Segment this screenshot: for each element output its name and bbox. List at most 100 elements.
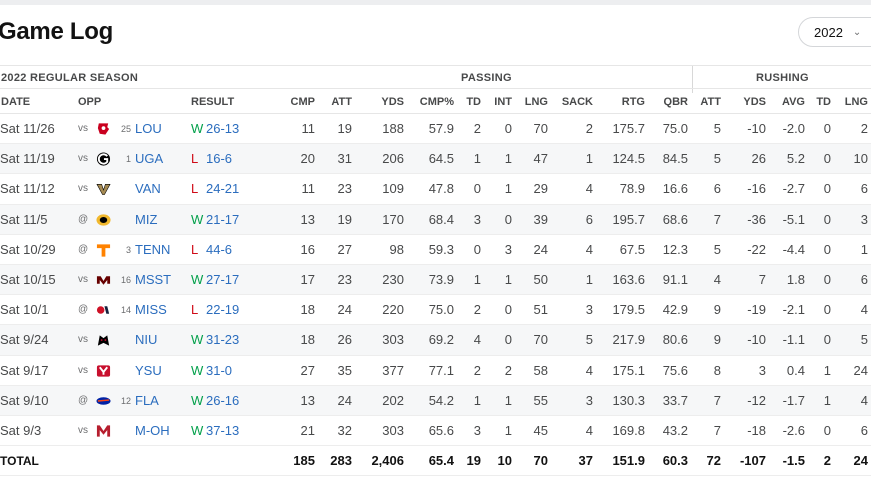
stat-cell: 43.2 [662,423,688,438]
stat-cell: 169.8 [612,423,645,438]
table-row: Sat 9/10 @12 FLA W 26-16 13 24 202 54.2 1 1 55 3 130.… [0,385,871,416]
ole-miss-logo [96,302,111,318]
game-result: W [191,272,204,287]
home-away-indicator: vs [78,364,88,376]
opponent-link[interactable]: TENN [135,241,171,257]
home-away-indicator: vs [78,425,88,436]
stat-cell: 70 [533,332,548,348]
stat-cell: 130.3 [612,392,645,408]
opponent-link[interactable]: YSU [135,362,162,378]
opponent-link[interactable]: VAN [135,181,161,197]
stat-cell: 18 [300,302,315,318]
total-stat-cell: 70 [533,453,548,469]
opponent-link[interactable]: MSST [135,272,172,287]
opponent-link[interactable]: MISS [135,302,167,318]
louisville-logo [96,121,111,137]
stat-cell: 175.7 [612,121,645,136]
stat-cell: 32 [337,423,352,438]
season-dropdown-value: 2022 [814,24,843,40]
stat-cell: 1 [473,151,481,167]
column-header: ATT [700,96,721,108]
stat-cell: 67.5 [619,241,645,257]
stat-cell: -1.1 [782,332,805,348]
stat-cell: -2.7 [782,181,805,197]
table-row: Sat 11/12 vs VAN L 24-21 11 23 109 47.8 0 1 29 4 78.9… [0,174,871,204]
opponent-rank: 14 [120,305,131,316]
stat-cell: 6 [860,423,868,438]
stat-cell: 303 [382,332,404,348]
stat-cell: 1 [823,362,831,378]
stat-cell: 206 [382,151,404,167]
stat-cell: 9 [713,302,721,318]
game-score-link[interactable]: 26-16 [206,392,240,408]
total-stat-cell: 72 [706,453,721,469]
stat-cell: 0 [504,302,512,318]
stat-cell: 12.3 [662,241,688,257]
game-score-link[interactable]: 26-13 [206,121,240,136]
opponent-rank: 25 [120,124,131,134]
florida-logo [96,393,111,409]
stat-cell: 47.8 [428,181,454,197]
stat-cell: -2.1 [782,302,805,318]
stat-cell: 73.9 [428,272,454,287]
opponent-link[interactable]: FLA [135,392,159,408]
game-date: Sat 10/15 [0,272,56,287]
stat-cell: 1.8 [786,272,805,287]
stat-cell: -12 [747,392,766,408]
stat-cell: 57.9 [428,121,454,136]
column-header: CMP [290,96,315,108]
row-divider [0,173,871,175]
stat-cell: 0 [823,302,831,318]
vanderbilt-logo [96,181,111,197]
page-title: Game Log [0,18,113,45]
opponent-rank: 12 [120,395,131,406]
game-score-link[interactable]: 44-6 [206,241,233,257]
stat-cell: 0 [823,151,831,167]
opponent-link[interactable]: UGA [135,151,164,167]
game-score-link[interactable]: 22-19 [206,302,240,318]
stat-cell: 11 [301,121,316,136]
stat-cell: 4 [713,272,721,287]
game-score-link[interactable]: 16-6 [206,151,233,167]
stat-cell: 42.9 [662,302,688,318]
season-dropdown[interactable]: 2022 ⌄ [798,17,871,47]
stat-cell: 1 [504,181,512,197]
opponent-link[interactable]: LOU [135,121,162,136]
game-result: W [191,121,204,136]
stat-cell: 220 [382,302,404,318]
youngstown-state-logo [96,363,111,379]
stat-cell: -10 [747,121,766,136]
total-stat-cell: 10 [497,453,512,469]
game-score-link[interactable]: 21-17 [206,211,240,227]
game-score-link[interactable]: 27-17 [206,272,240,287]
stat-cell: 4 [860,302,868,318]
stat-cell: -10 [747,332,766,348]
group-header-divider [0,88,871,89]
stat-cell: 1 [823,392,831,408]
stat-cell: 0 [504,332,512,348]
opponent-link[interactable]: M-OH [135,423,170,438]
stat-cell: 7 [713,211,721,227]
stat-cell: 377 [382,362,404,378]
home-away-indicator: vs [78,274,88,285]
column-header: TD [466,96,481,108]
stat-cell: 1 [504,272,512,287]
stat-cell: 11 [301,181,316,197]
opponent-link[interactable]: NIU [135,332,158,348]
opponent-rank: 16 [120,275,131,285]
row-divider [0,415,871,416]
stat-cell: 51 [533,302,548,318]
opponent-rank: 1 [125,154,131,165]
stat-cell: 13 [300,392,315,408]
game-score-link[interactable]: 24-21 [206,181,240,197]
total-stat-cell: 24 [853,453,868,469]
stat-cell: 47 [533,151,548,167]
stat-cell: -2.6 [782,423,805,438]
stat-cell: 3 [504,241,512,257]
chevron-down-icon: ⌄ [852,26,862,38]
game-score-link[interactable]: 31-23 [206,332,240,348]
opponent-link[interactable]: MIZ [135,211,158,227]
game-score-link[interactable]: 37-13 [206,423,240,438]
game-score-link[interactable]: 31-0 [206,362,233,378]
stat-cell: 7 [758,272,766,287]
